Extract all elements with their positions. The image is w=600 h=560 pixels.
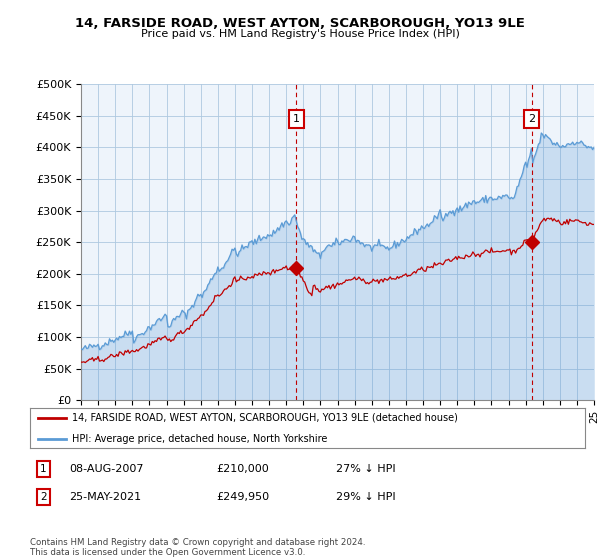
Text: £210,000: £210,000 [216,464,269,474]
Text: £249,950: £249,950 [216,492,269,502]
Text: 27% ↓ HPI: 27% ↓ HPI [336,464,395,474]
Text: HPI: Average price, detached house, North Yorkshire: HPI: Average price, detached house, Nort… [71,434,327,444]
Text: Contains HM Land Registry data © Crown copyright and database right 2024.
This d: Contains HM Land Registry data © Crown c… [30,538,365,557]
Text: 14, FARSIDE ROAD, WEST AYTON, SCARBOROUGH, YO13 9LE: 14, FARSIDE ROAD, WEST AYTON, SCARBOROUG… [75,17,525,30]
Text: 08-AUG-2007: 08-AUG-2007 [69,464,143,474]
Text: 25-MAY-2021: 25-MAY-2021 [69,492,141,502]
Text: 1: 1 [40,464,47,474]
Text: 2: 2 [529,114,535,124]
Text: Price paid vs. HM Land Registry's House Price Index (HPI): Price paid vs. HM Land Registry's House … [140,29,460,39]
Text: 29% ↓ HPI: 29% ↓ HPI [336,492,395,502]
Text: 2: 2 [40,492,47,502]
Text: 1: 1 [293,114,299,124]
Text: 14, FARSIDE ROAD, WEST AYTON, SCARBOROUGH, YO13 9LE (detached house): 14, FARSIDE ROAD, WEST AYTON, SCARBOROUG… [71,413,458,423]
